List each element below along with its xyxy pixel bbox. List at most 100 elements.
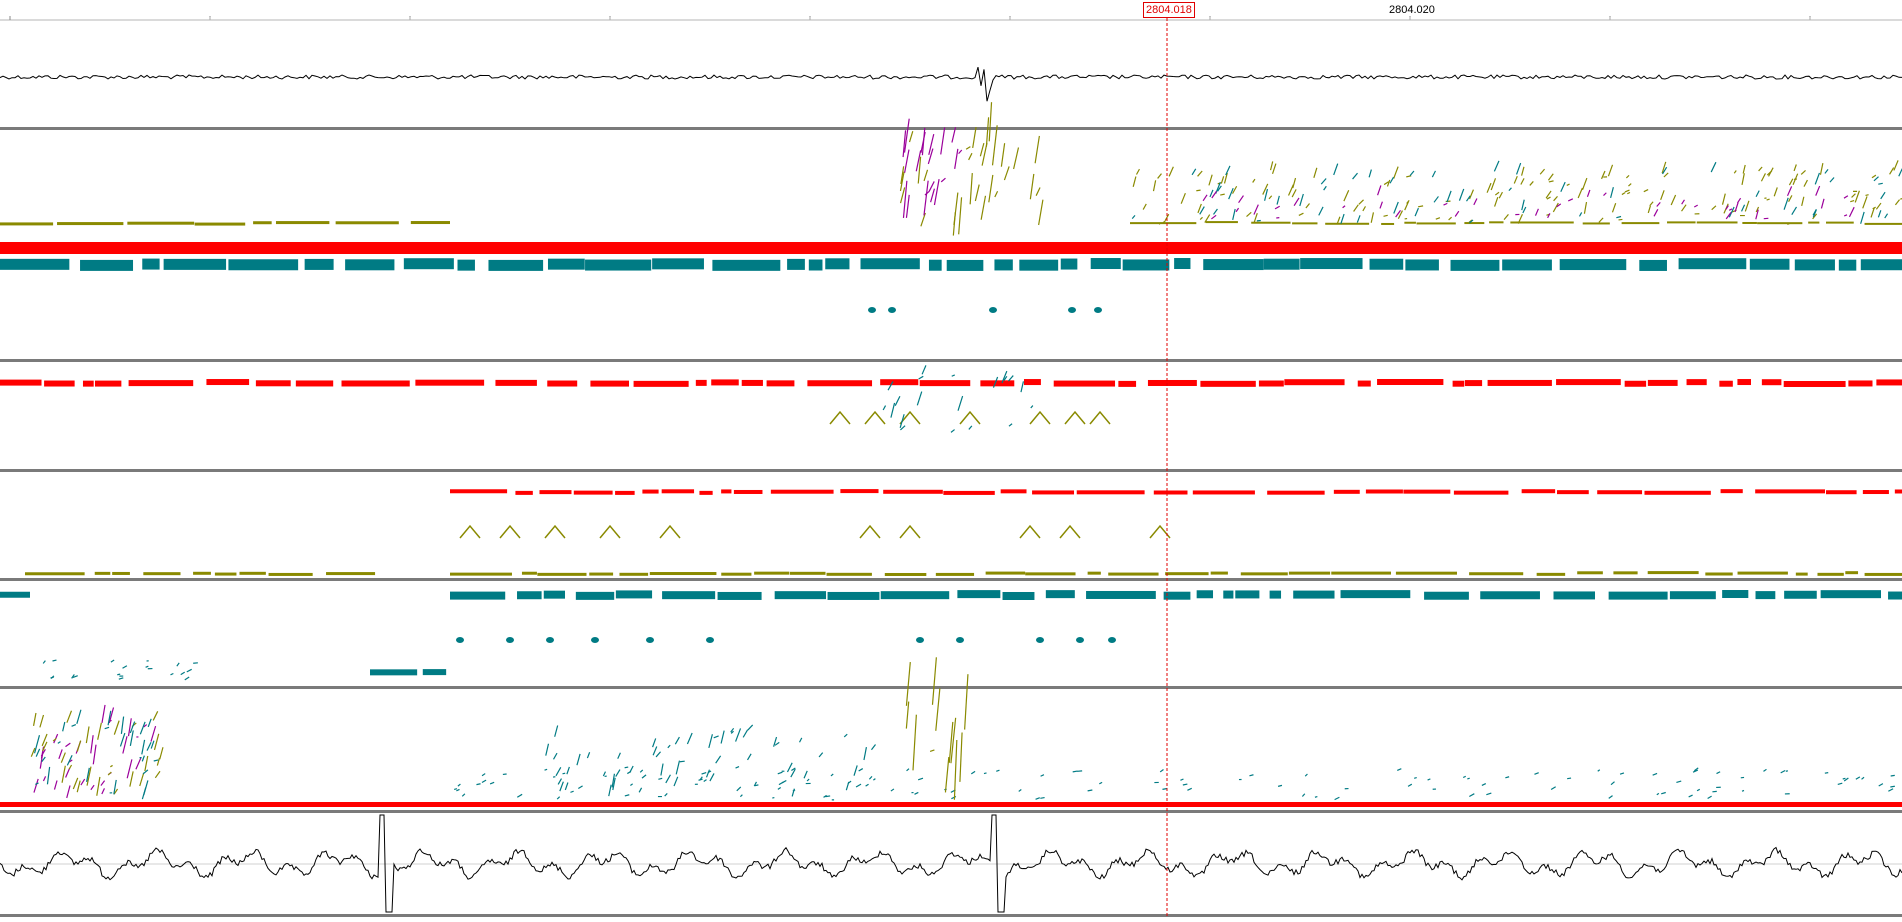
spectrogram-band: [522, 572, 537, 575]
spectrogram-mark: [1390, 177, 1393, 183]
spectrogram-mark: [1463, 776, 1466, 777]
spectrogram-mark: [120, 733, 124, 746]
spectrogram-band: [0, 592, 30, 598]
spectrogram-mark: [557, 797, 559, 799]
spectrogram-mark: [609, 785, 611, 796]
spectrogram-mark: [1856, 777, 1860, 779]
blob-mark: [456, 637, 464, 643]
spectrogram-mark: [1604, 193, 1607, 196]
spectrogram-mark: [119, 678, 123, 679]
spectrogram-mark: [895, 396, 900, 405]
spectrogram-band: [920, 380, 971, 386]
spectrogram-band: [1046, 590, 1075, 598]
spectrogram-band: [825, 258, 849, 269]
spectrogram-mark: [1384, 215, 1388, 216]
spectrogram-band: [1687, 379, 1707, 385]
spectrogram-band: [767, 380, 795, 386]
spectrogram-mark: [740, 795, 742, 797]
spectrogram-mark: [1895, 200, 1899, 205]
spectrogram-mark: [1838, 783, 1843, 784]
spectrogram-band: [1679, 258, 1747, 269]
spectrogram-band: [936, 573, 974, 576]
spectrogram-mark: [1397, 769, 1401, 771]
spectrogram-mark: [563, 773, 566, 774]
spectrogram-mark: [1210, 190, 1213, 197]
spectrogram-mark: [58, 742, 61, 744]
spectrogram-band: [1197, 590, 1213, 598]
spectrogram-mark: [1455, 211, 1459, 216]
spectrogram-mark: [941, 178, 945, 182]
spectrogram-mark: [873, 779, 875, 780]
spectrogram-band: [771, 490, 834, 494]
spectrogram-mark: [1657, 202, 1661, 206]
spectrogram-mark: [704, 780, 707, 782]
spectrogram-band: [1200, 381, 1255, 387]
spectrogram-mark: [1717, 772, 1721, 774]
spectrogram-mark: [1628, 184, 1631, 187]
spectrogram-band: [880, 379, 918, 385]
spectrogram-mark: [1648, 206, 1650, 213]
spectrogram-mark: [1254, 205, 1258, 215]
spectrogram-mark: [936, 688, 940, 730]
spectrogram-mark: [854, 765, 857, 775]
spectrogram-mark: [775, 742, 779, 745]
spectrogram-mark: [1759, 167, 1763, 171]
spectrogram-band: [1784, 591, 1817, 599]
spectrogram-band: [276, 221, 329, 224]
spectrogram-mark: [114, 721, 119, 735]
spectrogram-mark: [1653, 773, 1657, 775]
spectrogram-mark: [721, 731, 724, 744]
spectrogram-band: [1537, 573, 1565, 576]
spectrogram-mark: [153, 711, 158, 720]
spectrogram-mark: [43, 776, 45, 781]
spectrogram-mark: [954, 740, 956, 800]
spectrogram-band: [1164, 592, 1191, 600]
spectrogram-mark: [1734, 171, 1736, 174]
spectrogram-mark: [1650, 202, 1653, 206]
spectrogram-band: [95, 572, 111, 575]
spectrogram-band: [1300, 258, 1362, 269]
spectrogram-mark: [969, 426, 972, 430]
spectrogram-mark: [921, 213, 925, 226]
spectrogram-band: [95, 381, 121, 387]
time-ruler[interactable]: [0, 16, 1902, 20]
spectrogram-band: [1784, 381, 1846, 387]
spectrogram-band: [711, 379, 739, 385]
spectrogram-band: [1123, 259, 1170, 270]
spectrogram-band: [840, 489, 878, 493]
spectrogram-band: [1417, 222, 1456, 224]
spectrogram-band: [650, 572, 717, 575]
spectrogram-mark: [1302, 794, 1304, 797]
spectrogram-mark: [1030, 174, 1033, 199]
spectrogram-mark: [971, 771, 975, 773]
spectrogram-mark: [1863, 196, 1867, 208]
spectrogram-mark: [675, 737, 679, 744]
spectrogram-mark: [699, 779, 703, 780]
spectrogram-band: [947, 260, 984, 271]
spectrogram-mark: [1315, 797, 1317, 798]
spectrogram-mark: [653, 746, 657, 755]
spectrogram-mark: [91, 735, 93, 753]
spectrogram-mark: [67, 711, 72, 723]
spectrogram-mark: [556, 767, 561, 775]
chevron-mark: [830, 412, 850, 424]
spectrogram-band: [1557, 490, 1589, 494]
spectrogram-mark: [1200, 217, 1202, 219]
spectrogram-band: [585, 260, 651, 271]
spectrogram-mark: [1551, 787, 1556, 790]
spectrogram-mark: [787, 763, 792, 772]
spectrogram-mark: [1394, 202, 1399, 213]
spectrogram-mark: [905, 150, 909, 173]
spectrogram-band: [1267, 491, 1324, 495]
spectrogram-mark: [1008, 376, 1013, 382]
spectrogram-mark: [1494, 161, 1499, 172]
spectrogram-mark: [1722, 194, 1725, 205]
spectrogram-mark: [63, 722, 65, 731]
spectrogram-mark: [1306, 204, 1310, 209]
spectrogram-mark: [1878, 210, 1880, 217]
spectrogram-mark: [1009, 424, 1012, 426]
spectrogram-mark: [77, 741, 80, 752]
spectrogram-band: [1108, 573, 1158, 576]
